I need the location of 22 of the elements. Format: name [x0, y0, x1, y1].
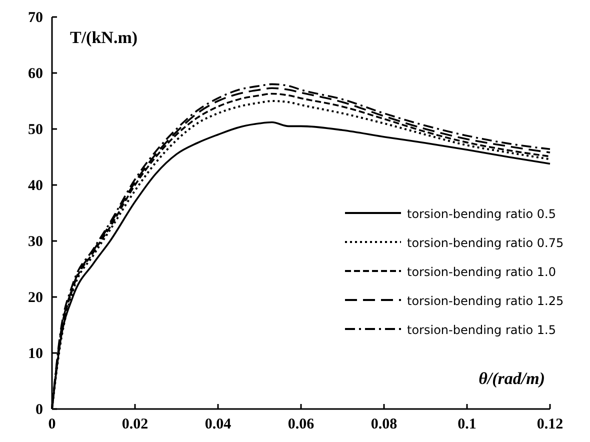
y-axis-title: T/(kN.m): [70, 28, 138, 47]
y-tick-label: 0: [36, 402, 43, 418]
y-tick-label: 40: [28, 178, 43, 194]
legend-label: torsion-bending ratio 0.5: [407, 207, 556, 221]
x-tick-label: 0.08: [370, 416, 398, 432]
y-tick-label: 50: [28, 122, 43, 138]
y-tick-label: 20: [28, 290, 43, 306]
y-tick-label: 70: [28, 10, 43, 26]
y-tick-label: 10: [28, 346, 43, 362]
legend-label: torsion-bending ratio 1.0: [407, 265, 556, 279]
x-tick-label: 0.04: [204, 416, 232, 432]
x-tick-label: 0.06: [288, 416, 315, 432]
legend-label: torsion-bending ratio 1.25: [407, 294, 564, 308]
x-tick-label: 0: [48, 416, 56, 432]
y-tick-label: 60: [28, 66, 43, 82]
x-axis-title: θ/(rad/m): [478, 369, 545, 388]
x-tick-label: 0.02: [122, 416, 148, 432]
y-tick-label: 30: [28, 234, 43, 250]
legend-label: torsion-bending ratio 1.5: [407, 323, 556, 337]
legend-label: torsion-bending ratio 0.75: [407, 236, 564, 250]
x-tick-label: 0.1: [458, 416, 476, 432]
x-tick-label: 0.12: [536, 416, 564, 432]
